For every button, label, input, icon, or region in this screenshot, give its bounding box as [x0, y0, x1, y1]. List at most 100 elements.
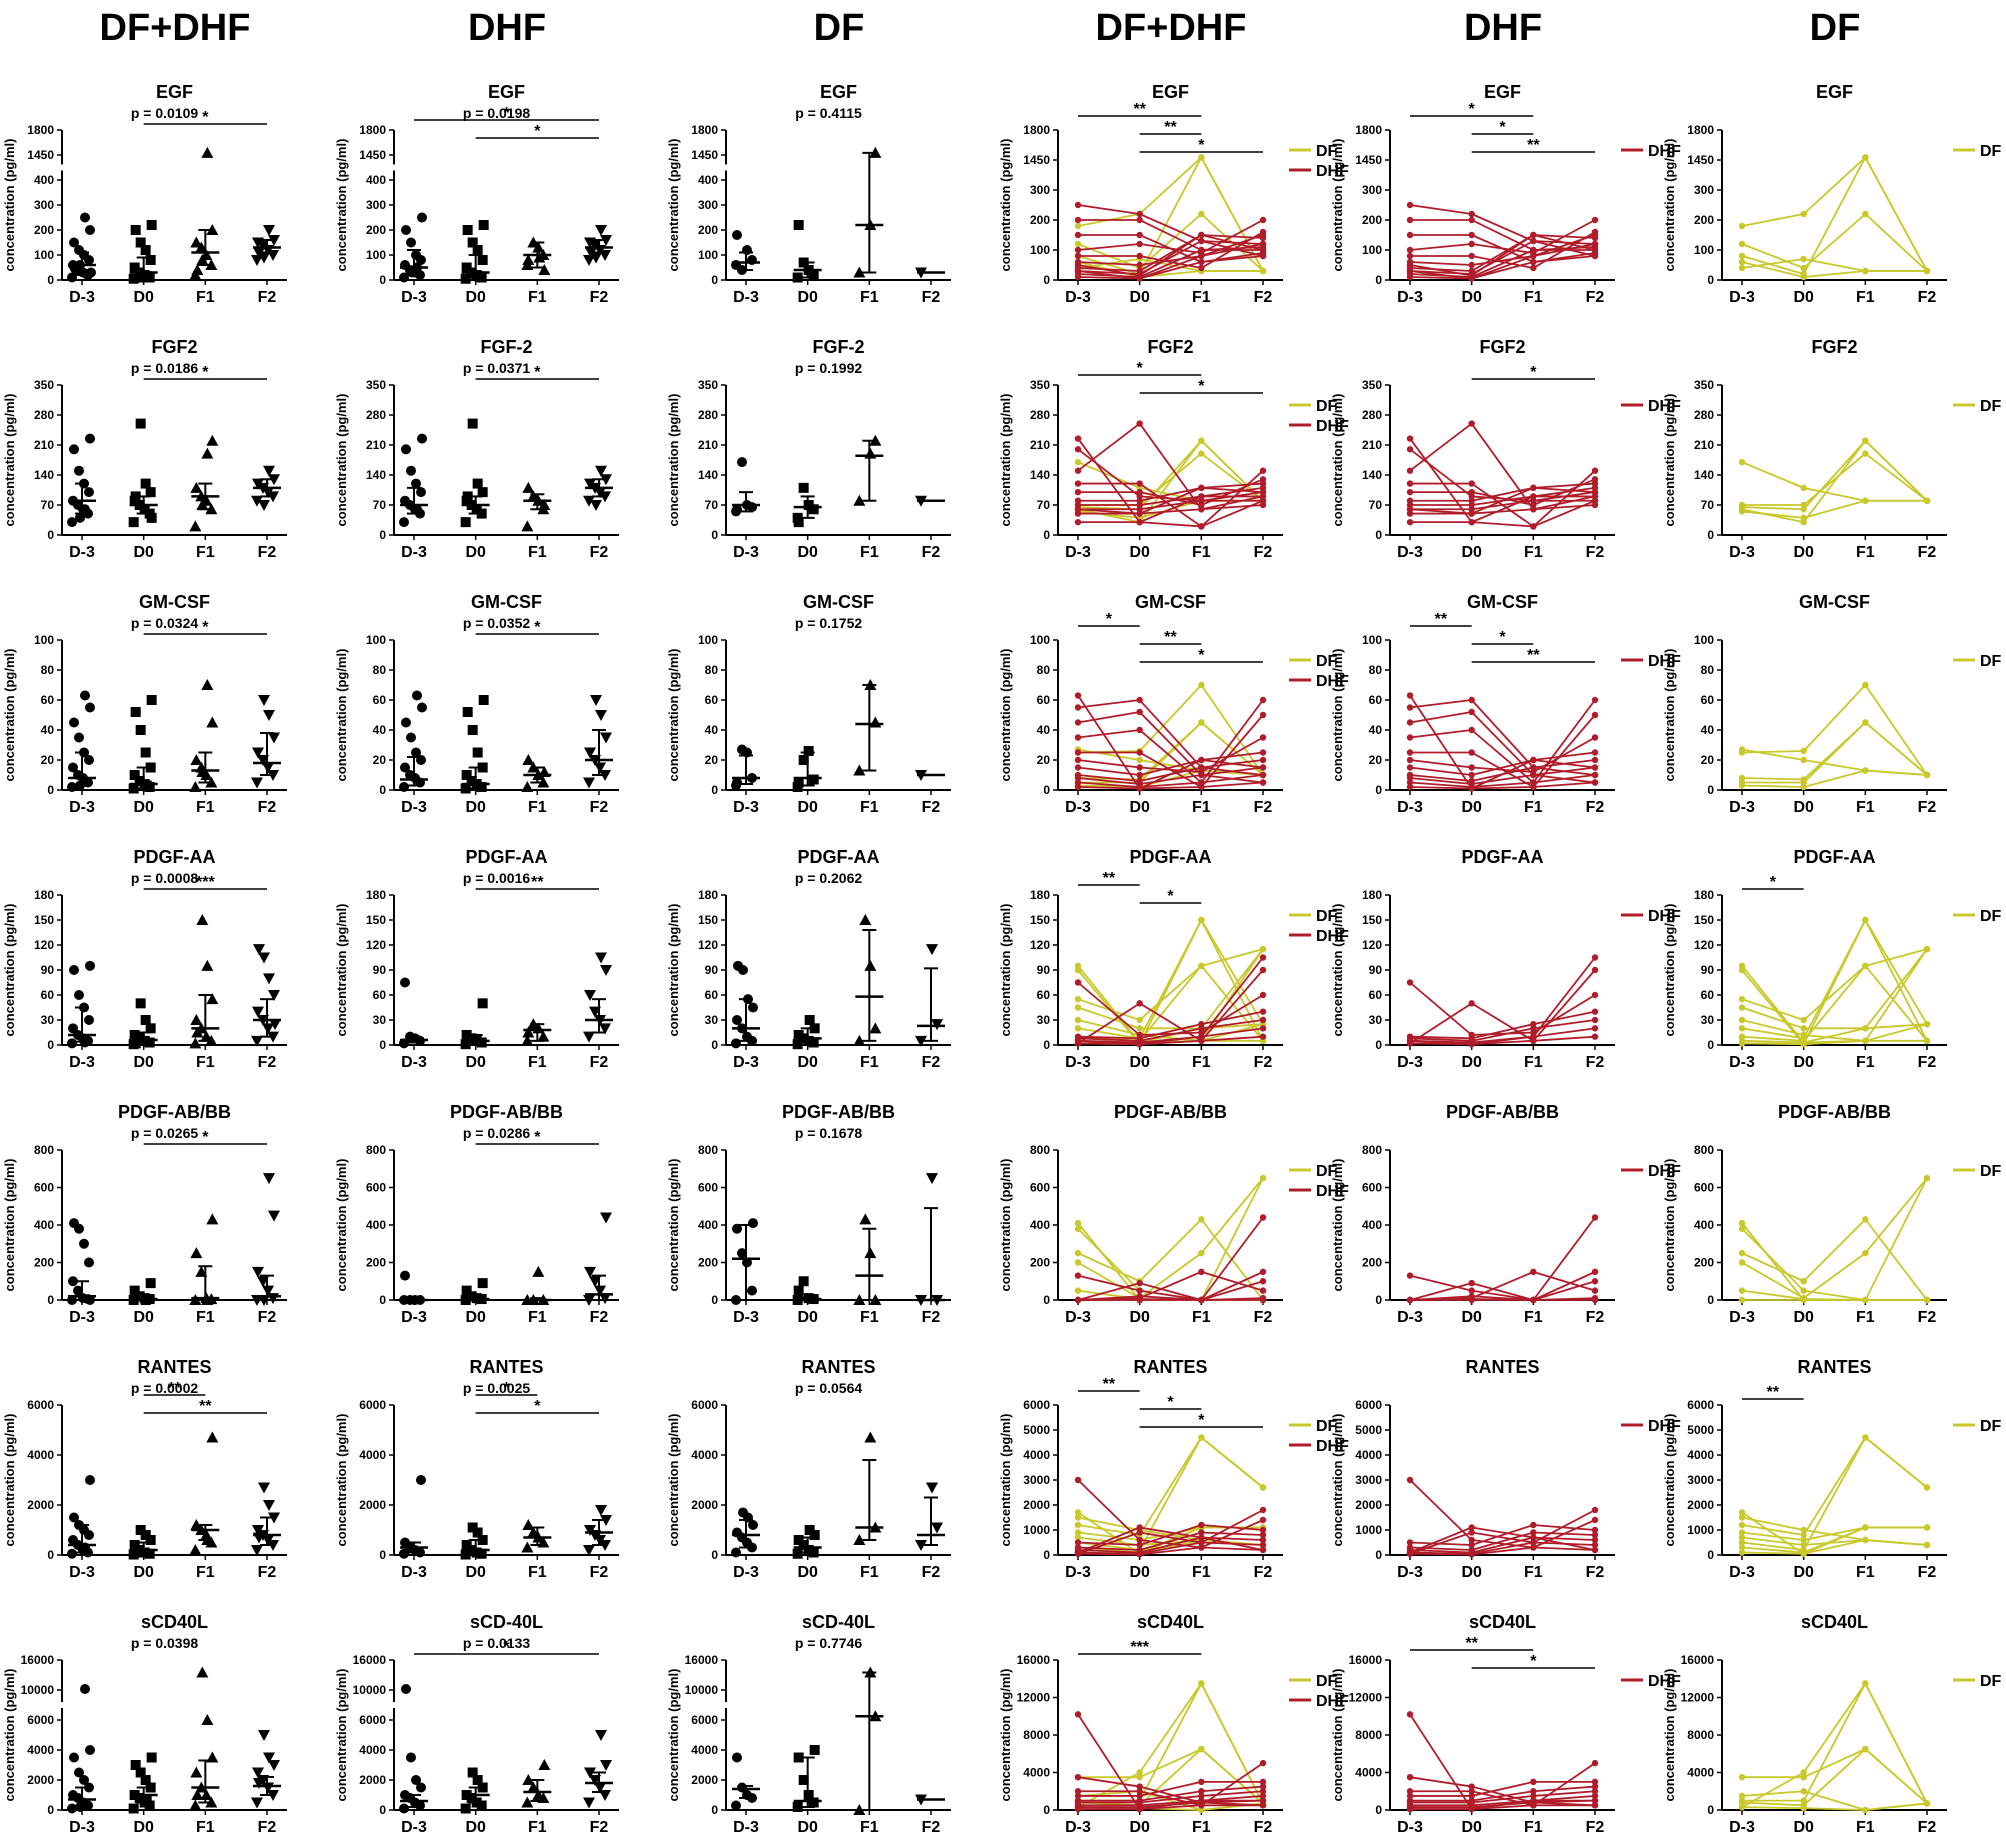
subject-line [1533, 1280, 1596, 1301]
subject-line [1200, 714, 1264, 788]
x-tick-label: F2 [1254, 289, 1273, 306]
data-point [190, 1014, 203, 1025]
data-point [201, 679, 214, 690]
subject-line [1201, 759, 1264, 769]
subject-line [1201, 252, 1264, 263]
data-point [251, 1545, 263, 1556]
subject-line [1139, 258, 1202, 272]
y-tick-label: 70 [705, 498, 719, 512]
data-point [792, 1802, 803, 1812]
y-tick-label: 200 [1694, 213, 1714, 227]
y-tick-label: 280 [34, 408, 54, 422]
axis-break [390, 1702, 398, 1708]
subject-point [1591, 1278, 1599, 1285]
x-tick-label: D0 [797, 1054, 818, 1071]
y-tick-label: 400 [34, 1218, 54, 1232]
p-value: p = 0.0025 [463, 1380, 531, 1396]
y-tick-label: 600 [1362, 1181, 1382, 1195]
subject-point [1259, 1033, 1267, 1040]
subject-point [1591, 476, 1599, 483]
panel-title: EGF [1484, 82, 1521, 102]
subject-line [1139, 156, 1202, 215]
subject-point [1591, 1531, 1599, 1539]
subject-line [1533, 243, 1596, 257]
panel: GM-CSF 0 20 40 60 80 100 D-3 D0 F1 F2 concentration… [1330, 592, 1681, 816]
subject-line [1200, 1216, 1264, 1301]
y-axis-label: concentration (pg/ml) [2, 394, 17, 527]
data-point [130, 1547, 141, 1558]
legend-label: DF [1980, 143, 2002, 160]
data-point [804, 1525, 815, 1535]
panel: sCD40L 0 4000 8000 12000 16000 D-3 D0 F1 F2 concen… [1330, 1612, 1681, 1836]
x-tick-label: D0 [797, 289, 818, 306]
subject-line [1139, 1748, 1202, 1779]
x-tick-label: D-3 [733, 799, 759, 816]
subject-line [1077, 1776, 1140, 1788]
subject-line [1201, 486, 1264, 494]
y-tick-label: 100 [698, 248, 718, 262]
significance-label: ** [1103, 870, 1116, 887]
panel: PDGF-AA p = 0.2062 0 30 60 90 120 150 180 D-3 D0 F1… [666, 847, 951, 1071]
x-tick-label: F2 [1586, 289, 1605, 306]
y-tick-label: 80 [1701, 663, 1715, 677]
x-tick-label: D-3 [1729, 1309, 1755, 1326]
subject-line [1864, 452, 1928, 502]
x-tick-label: D0 [465, 1819, 486, 1836]
panel: FGF2 0 70 140 210 280 350 D-3 D0 F1 F2 concentratio… [1330, 337, 1681, 561]
panel: FGF2 0 70 140 210 280 350 D-3 D0 F1 F2 concentratio… [1662, 337, 2002, 561]
data-point [585, 247, 597, 259]
subject-line [1201, 504, 1264, 511]
subject-point [1259, 1025, 1267, 1032]
data-point [748, 1218, 758, 1229]
y-axis-label: concentration (pg/ml) [1662, 139, 1677, 272]
subject-line [1471, 751, 1534, 788]
data-point [417, 433, 427, 444]
y-tick-label: 400 [366, 173, 386, 187]
y-tick-label: 0 [1707, 783, 1714, 797]
x-tick-label: D-3 [1397, 799, 1423, 816]
panel-title: PDGF-AB/BB [1446, 1102, 1559, 1122]
y-tick-label: 0 [1043, 1293, 1050, 1307]
significance-label: * [202, 109, 209, 126]
y-tick-label: 1800 [1355, 123, 1382, 137]
subject-line [1139, 1785, 1202, 1804]
subject-line [1532, 736, 1596, 773]
subject-point [1923, 1037, 1931, 1045]
subject-line [1409, 774, 1472, 782]
significance-label: * [1198, 1412, 1205, 1429]
y-tick-label: 300 [366, 198, 386, 212]
x-tick-label: D-3 [69, 1309, 95, 1326]
panel: EGF 0 100 200 300 1450 1800 D-3 D0 F1 F2 concentrat… [1330, 82, 1681, 306]
data-point [252, 1266, 264, 1278]
data-point [733, 960, 743, 971]
data-point [189, 1544, 202, 1555]
subject-line [1077, 448, 1141, 498]
subject-line [1077, 1274, 1140, 1292]
y-tick-label: 6000 [1023, 1398, 1050, 1412]
subject-line [1077, 965, 1141, 1044]
data-point [128, 1803, 139, 1814]
x-tick-label: D0 [133, 799, 154, 816]
subject-line [1741, 508, 1804, 524]
subject-line [1533, 486, 1596, 494]
y-tick-label: 280 [1694, 408, 1714, 422]
subject-line [1802, 1437, 1867, 1536]
data-point [521, 1541, 534, 1553]
data-point [748, 1520, 758, 1530]
data-point [189, 1294, 202, 1305]
x-tick-label: D-3 [1397, 289, 1423, 306]
y-axis-label: concentration (pg/ml) [334, 904, 349, 1037]
x-tick-label: D0 [1129, 799, 1150, 816]
p-value: p = 0.0286 [463, 1125, 531, 1141]
x-tick-label: D-3 [1065, 1564, 1091, 1581]
column-title: DF [1810, 7, 1861, 49]
x-tick-label: D0 [465, 289, 486, 306]
y-axis-label: concentration (pg/ml) [334, 139, 349, 272]
x-tick-label: F2 [1586, 799, 1605, 816]
significance-label: ** [168, 1380, 181, 1397]
data-point [798, 482, 809, 493]
subject-line [1471, 759, 1534, 790]
y-tick-label: 0 [711, 1293, 718, 1307]
subject-line [1741, 1541, 1804, 1551]
y-tick-label: 6000 [1687, 1398, 1714, 1412]
